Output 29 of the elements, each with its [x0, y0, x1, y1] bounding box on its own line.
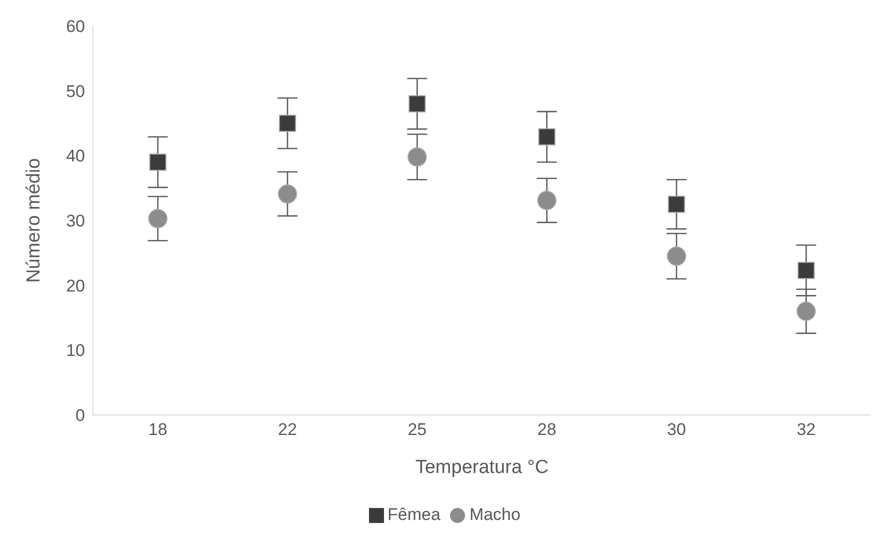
x-tick-label: 25 [408, 420, 427, 440]
x-tick-label: 30 [667, 420, 686, 440]
y-tick-label: 30 [66, 212, 85, 231]
point [538, 128, 556, 146]
x-tick-label: 22 [278, 420, 297, 440]
x-tick-label: 28 [537, 420, 556, 440]
point [408, 147, 427, 167]
y-tick-label: 60 [66, 17, 85, 36]
point [408, 95, 426, 112]
x-tick-label: 18 [148, 420, 168, 440]
point [798, 262, 815, 279]
y-tick-label: 40 [66, 146, 85, 166]
point [668, 196, 686, 213]
x-tick-label: 32 [796, 420, 816, 440]
legend-label: Macho [469, 505, 520, 524]
y-tick-label: 20 [66, 276, 85, 296]
point [149, 154, 166, 171]
y-tick-label: 10 [66, 341, 85, 360]
y-axis-title: Número médio [24, 158, 45, 283]
point [796, 302, 816, 321]
point [666, 246, 686, 266]
x-axis-title: Temperatura °C [415, 457, 549, 478]
y-tick-label: 0 [76, 406, 85, 426]
point [278, 114, 296, 132]
legend-label: Fêmea [388, 505, 440, 524]
y-tick-label: 50 [66, 82, 85, 101]
point [148, 208, 168, 228]
point [537, 190, 556, 210]
point [278, 184, 298, 204]
